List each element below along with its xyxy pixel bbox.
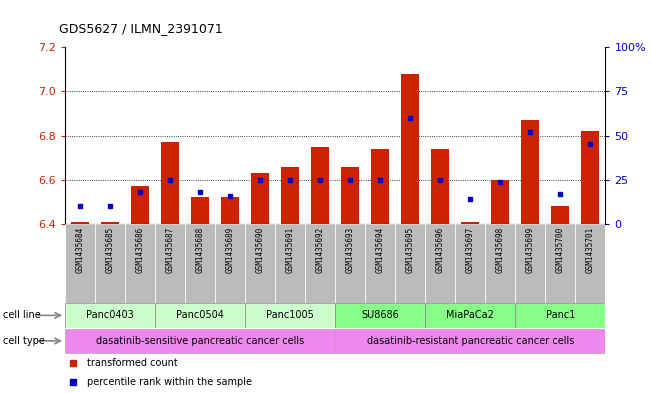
- Text: GSM1435688: GSM1435688: [196, 226, 204, 273]
- Text: GSM1435694: GSM1435694: [376, 226, 385, 273]
- Bar: [462, 222, 479, 224]
- Text: GSM1435685: GSM1435685: [105, 226, 115, 273]
- Text: GSM1435695: GSM1435695: [406, 226, 415, 273]
- Bar: [335, 329, 605, 353]
- Text: GSM1435693: GSM1435693: [346, 226, 355, 273]
- Bar: [335, 224, 365, 303]
- Text: GSM1435689: GSM1435689: [226, 226, 235, 273]
- Bar: [455, 224, 486, 303]
- Text: GSM1435686: GSM1435686: [135, 226, 145, 273]
- Text: GSM1435690: GSM1435690: [256, 226, 265, 273]
- Bar: [161, 142, 179, 224]
- Bar: [155, 224, 185, 303]
- Bar: [71, 222, 89, 224]
- Bar: [425, 303, 516, 328]
- Text: percentile rank within the sample: percentile rank within the sample: [87, 377, 252, 387]
- Bar: [245, 303, 335, 328]
- Bar: [305, 224, 335, 303]
- Bar: [275, 224, 305, 303]
- Bar: [251, 173, 270, 224]
- Bar: [365, 224, 395, 303]
- Bar: [521, 120, 540, 224]
- Text: Panc0403: Panc0403: [86, 310, 134, 320]
- Bar: [65, 329, 335, 353]
- Text: GSM1435697: GSM1435697: [466, 226, 475, 273]
- Bar: [546, 224, 575, 303]
- Text: dasatinib-resistant pancreatic cancer cells: dasatinib-resistant pancreatic cancer ce…: [367, 336, 574, 346]
- Bar: [486, 224, 516, 303]
- Bar: [401, 73, 419, 224]
- Bar: [581, 131, 600, 224]
- Text: Panc1005: Panc1005: [266, 310, 314, 320]
- Text: GSM1435700: GSM1435700: [556, 226, 565, 273]
- Bar: [95, 224, 125, 303]
- Text: SU8686: SU8686: [361, 310, 399, 320]
- Text: Panc0504: Panc0504: [176, 310, 224, 320]
- Bar: [432, 149, 449, 224]
- Bar: [101, 222, 119, 224]
- Text: Panc1: Panc1: [546, 310, 575, 320]
- Bar: [281, 167, 299, 224]
- Bar: [341, 167, 359, 224]
- Bar: [191, 197, 209, 224]
- Bar: [215, 224, 245, 303]
- Text: cell type: cell type: [3, 336, 45, 346]
- Bar: [311, 147, 329, 224]
- Text: cell line: cell line: [3, 310, 41, 320]
- Text: GDS5627 / ILMN_2391071: GDS5627 / ILMN_2391071: [59, 22, 223, 35]
- Bar: [371, 149, 389, 224]
- Text: GSM1435701: GSM1435701: [586, 226, 595, 273]
- Bar: [492, 180, 509, 224]
- Text: GSM1435687: GSM1435687: [165, 226, 174, 273]
- Bar: [65, 224, 95, 303]
- Text: GSM1435684: GSM1435684: [76, 226, 85, 273]
- Text: GSM1435696: GSM1435696: [436, 226, 445, 273]
- Text: GSM1435698: GSM1435698: [496, 226, 505, 273]
- Bar: [125, 224, 155, 303]
- Bar: [245, 224, 275, 303]
- Text: GSM1435699: GSM1435699: [526, 226, 535, 273]
- Bar: [551, 206, 570, 224]
- Bar: [395, 224, 425, 303]
- Bar: [221, 197, 239, 224]
- Bar: [575, 224, 605, 303]
- Bar: [516, 224, 546, 303]
- Text: GSM1435692: GSM1435692: [316, 226, 325, 273]
- Bar: [185, 224, 215, 303]
- Text: MiaPaCa2: MiaPaCa2: [447, 310, 494, 320]
- Text: GSM1435691: GSM1435691: [286, 226, 295, 273]
- Bar: [425, 224, 455, 303]
- Bar: [516, 303, 605, 328]
- Bar: [131, 186, 149, 224]
- Text: dasatinib-sensitive pancreatic cancer cells: dasatinib-sensitive pancreatic cancer ce…: [96, 336, 304, 346]
- Bar: [335, 303, 425, 328]
- Bar: [65, 303, 155, 328]
- Bar: [155, 303, 245, 328]
- Text: transformed count: transformed count: [87, 358, 178, 367]
